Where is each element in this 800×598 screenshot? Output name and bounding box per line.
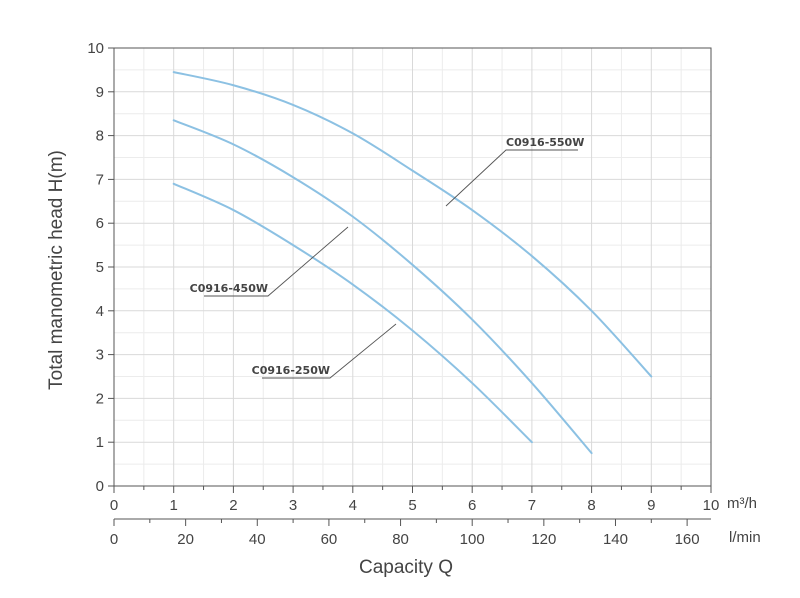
curve-c0916-250w <box>172 182 533 444</box>
y-tick-label: 0 <box>96 478 104 495</box>
x-tick-label-lmin: 20 <box>177 531 194 548</box>
y-axis-label: Total manometric head H(m) <box>46 150 67 390</box>
x-tick-label-lmin: 80 <box>392 531 409 548</box>
x-tick-label-lmin: 120 <box>531 531 556 548</box>
series-label: C0916-250W <box>252 364 330 377</box>
curve-c0916-550w <box>172 71 653 378</box>
x-tick-label-m3h: 4 <box>349 497 357 514</box>
x-tick-label-m3h: 3 <box>289 497 297 514</box>
x-tick-label-m3h: 9 <box>647 497 655 514</box>
y-axis: 0 1 2 3 4 5 6 7 8 9 10 <box>87 40 114 495</box>
x-tick-label-lmin: 0 <box>110 531 118 548</box>
callout-leader-line <box>204 226 349 297</box>
x-unit-top-label: m³/h <box>727 495 757 512</box>
x-tick-label-m3h: 0 <box>110 497 118 514</box>
x-tick-label-lmin: 60 <box>321 531 338 548</box>
x-unit-bottom-label: l/min <box>729 529 761 546</box>
y-tick-label: 5 <box>96 259 104 276</box>
x-tick-label-m3h: 10 <box>703 497 720 514</box>
curve-c0916-450w <box>172 119 593 455</box>
y-tick-label: 6 <box>96 215 104 232</box>
x-axis-m3h: 0 1 2 3 4 5 6 7 8 9 10 <box>110 486 720 514</box>
x-axis-label: Capacity Q <box>359 557 453 578</box>
x-tick-label-m3h: 8 <box>587 497 595 514</box>
y-tick-label: 4 <box>96 303 104 320</box>
performance-curves <box>172 71 653 455</box>
series-label: C0916-550W <box>506 136 584 149</box>
series-callouts: C0916-550W C0916-450W C0916-250W <box>190 136 584 379</box>
x-tick-label-lmin: 140 <box>603 531 628 548</box>
series-label: C0916-450W <box>190 282 268 295</box>
y-tick-label: 7 <box>96 171 104 188</box>
y-tick-label: 1 <box>96 434 104 451</box>
callout-leader-line <box>262 323 397 379</box>
y-tick-label: 8 <box>96 128 104 145</box>
x-tick-label-lmin: 100 <box>460 531 485 548</box>
y-tick-label: 9 <box>96 84 104 101</box>
x-tick-label-m3h: 7 <box>528 497 536 514</box>
x-tick-label-m3h: 1 <box>170 497 178 514</box>
y-tick-label: 2 <box>96 390 104 407</box>
x-tick-label-m3h: 2 <box>229 497 237 514</box>
x-axis-lmin: 0 20 40 60 80 100 120 140 160 <box>110 518 711 548</box>
callout-leader-line <box>445 149 578 207</box>
x-tick-label-lmin: 40 <box>249 531 266 548</box>
y-tick-label: 10 <box>87 40 104 57</box>
y-tick-label: 3 <box>96 347 104 364</box>
x-tick-label-m3h: 6 <box>468 497 476 514</box>
x-tick-label-m3h: 5 <box>408 497 416 514</box>
x-tick-label-lmin: 160 <box>675 531 700 548</box>
